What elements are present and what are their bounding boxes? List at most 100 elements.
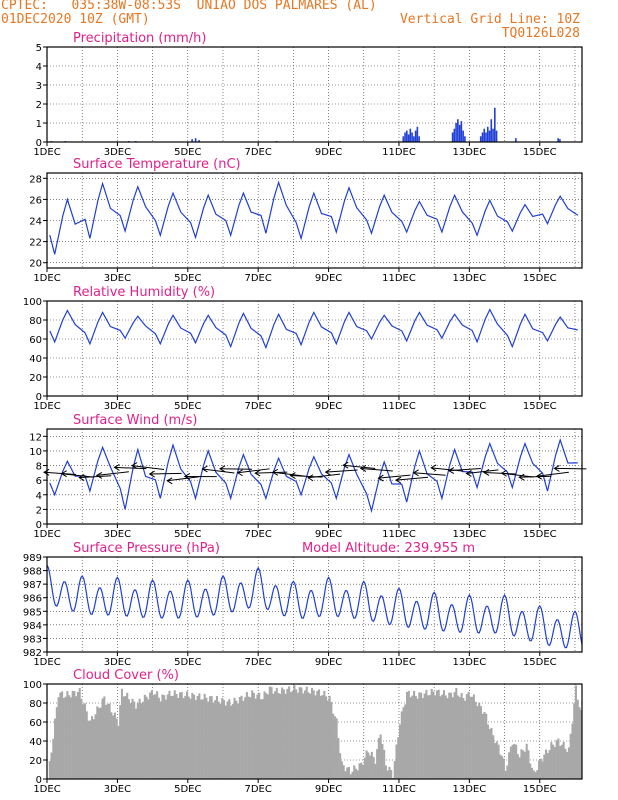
cloud-bar <box>310 687 314 779</box>
x-tick-label: 11DEC <box>382 401 416 412</box>
y-tick-label: 26 <box>29 195 42 206</box>
cloud-bar <box>127 699 131 779</box>
header-line-1: CPTEC: 035:38W-08:53S UNIAO DOS PALMARES… <box>1 0 377 13</box>
cloud-bar <box>222 700 226 779</box>
precip-bar <box>406 130 408 142</box>
precip-bar <box>488 130 491 142</box>
cloud-bar <box>318 689 321 779</box>
cloud-bar <box>143 694 146 779</box>
y-tick-label: 0 <box>36 520 42 531</box>
cloud-bar <box>233 697 236 779</box>
panel-title: Surface Temperature (nC) <box>73 157 241 172</box>
y-tick-label: 10 <box>29 447 42 458</box>
x-tick-label: 5DEC <box>174 401 201 412</box>
wind-arrow-head <box>148 470 155 478</box>
cloud-bar <box>279 693 282 779</box>
cloud-bar <box>471 696 474 779</box>
wind-arrow <box>501 472 534 478</box>
y-tick-label: 3 <box>36 81 42 92</box>
cloud-bar <box>76 691 79 779</box>
cloud-bar <box>370 751 373 779</box>
cloud-bar <box>451 697 454 779</box>
cloud-bar <box>335 718 338 779</box>
cloud-bar <box>377 737 380 779</box>
cloud-bar <box>333 716 336 779</box>
cloud-bar <box>562 741 565 779</box>
y-tick-label: 12 <box>29 432 42 443</box>
wind-arrow-head <box>60 470 67 478</box>
panel-title: Cloud Cover (%) <box>73 668 179 683</box>
cloud-bar <box>351 771 354 779</box>
cloud-bar <box>525 743 528 779</box>
x-tick-label: 7DEC <box>244 784 271 795</box>
cloud-bar <box>559 746 562 779</box>
cloud-bar <box>131 698 134 779</box>
cloud-bar <box>254 698 257 779</box>
cloud-bar <box>240 695 243 779</box>
panel-rh: 0 20 40 60 80 100 1DEC 3DEC 5DEC 7DEC 9DEC 11DEC 13D… <box>23 285 583 412</box>
wind-arrow <box>431 467 464 472</box>
wind-arrow <box>307 473 341 479</box>
cloud-bar <box>430 688 433 779</box>
x-tick-label: 5DEC <box>174 273 201 284</box>
cloud-bar <box>289 692 292 779</box>
panel-title: Surface Wind (m/s) <box>73 413 197 428</box>
x-tick-label: 3DEC <box>104 401 131 412</box>
x-tick-label: 1DEC <box>33 657 60 668</box>
cloud-bar <box>178 692 182 779</box>
x-tick-label: 9DEC <box>315 657 342 668</box>
cloud-bar <box>126 692 129 779</box>
wind-arrow-head <box>201 465 208 473</box>
cloud-bar <box>432 691 435 779</box>
wind-arrow-head <box>78 474 85 482</box>
panel-annotation: Model Altitude: 239.955 m <box>302 541 475 556</box>
cloud-bar <box>159 701 162 779</box>
cloud-bar <box>523 751 526 779</box>
cloud-bar <box>416 698 419 779</box>
cloud-bar <box>150 690 153 779</box>
cloud-bar <box>530 767 534 779</box>
cloud-bar <box>298 687 301 779</box>
cloud-bar <box>448 692 451 779</box>
precip-bar <box>458 124 461 142</box>
cloud-bar <box>66 691 69 779</box>
cloud-bar <box>303 690 307 779</box>
cloud-bar <box>555 740 558 779</box>
cloud-bar <box>425 689 428 779</box>
cloud-bar <box>569 733 572 779</box>
wind-arrow <box>131 465 165 470</box>
y-tick-label: 80 <box>29 316 42 327</box>
wind-arrow <box>44 471 77 476</box>
cloud-bar <box>393 761 396 779</box>
panel-frame <box>46 556 583 653</box>
cloud-bar <box>319 695 322 779</box>
cloud-bar <box>545 749 548 779</box>
cloud-bar <box>177 697 180 779</box>
cloud-bar <box>277 692 280 779</box>
cloud-bar <box>342 765 345 779</box>
wind-arrow <box>395 476 429 481</box>
x-tick-label: 13DEC <box>453 529 487 540</box>
cloud-bar <box>215 696 219 779</box>
cloud-bar <box>557 738 560 779</box>
cloud-bar <box>360 762 363 779</box>
cloud-bar <box>134 708 138 779</box>
cloud-bar <box>274 691 277 779</box>
cloud-bar <box>270 687 273 779</box>
y-tick-label: 100 <box>23 297 42 308</box>
x-tick-label: 11DEC <box>382 529 416 540</box>
cloud-bar <box>527 750 530 779</box>
precip-bar <box>485 132 487 142</box>
cloud-bar <box>372 756 375 779</box>
cloud-bar <box>288 686 291 779</box>
y-tick-label: 2 <box>36 505 42 516</box>
cloud-bar <box>420 692 423 779</box>
x-tick-label: 7DEC <box>244 147 271 158</box>
cloud-bar <box>309 693 312 779</box>
panel-frame <box>46 46 583 143</box>
cloud-bar <box>472 694 475 779</box>
cloud-bar <box>502 758 505 779</box>
wind-arrow-head <box>113 463 120 471</box>
cloud-bar <box>573 703 576 779</box>
cloud-bar <box>363 757 366 779</box>
